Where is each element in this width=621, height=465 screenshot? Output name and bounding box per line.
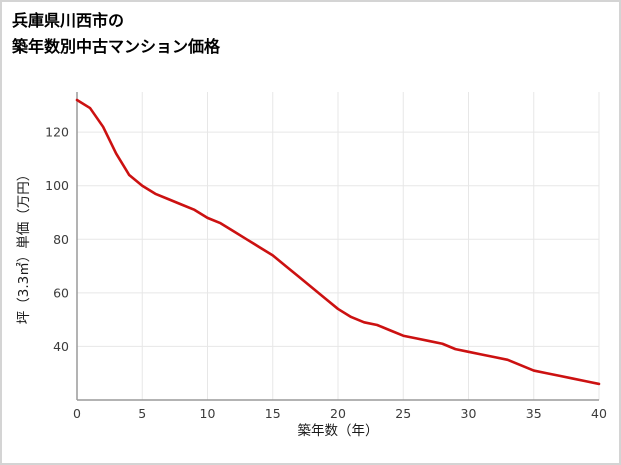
y-tick-label: 100: [45, 178, 69, 193]
x-tick-label: 30: [461, 406, 477, 421]
x-axis-label: 築年数（年）: [297, 423, 379, 439]
x-tick-label: 25: [395, 406, 411, 421]
x-tick-label: 5: [138, 406, 146, 421]
chart-title-line2: 築年数別中古マンション価格: [12, 37, 221, 56]
y-tick-label: 120: [45, 125, 69, 140]
y-axis-label: 坪（3.3㎡）単価（万円）: [16, 167, 32, 325]
price-line: [75, 98, 601, 386]
y-tick-label: 40: [53, 339, 69, 354]
x-tick-label: 35: [526, 406, 542, 421]
x-tick-label: 15: [265, 406, 281, 421]
x-tick-label: 10: [200, 406, 216, 421]
x-tick-label: 0: [73, 406, 81, 421]
x-tick-label: 20: [330, 406, 346, 421]
chart-title: 兵庫県川西市の 築年数別中古マンション価格: [12, 8, 220, 60]
y-tick-label: 80: [53, 232, 69, 247]
x-tick-label: 40: [591, 406, 607, 421]
y-tick-label: 60: [53, 285, 69, 300]
chart-title-line1: 兵庫県川西市の: [12, 11, 125, 30]
